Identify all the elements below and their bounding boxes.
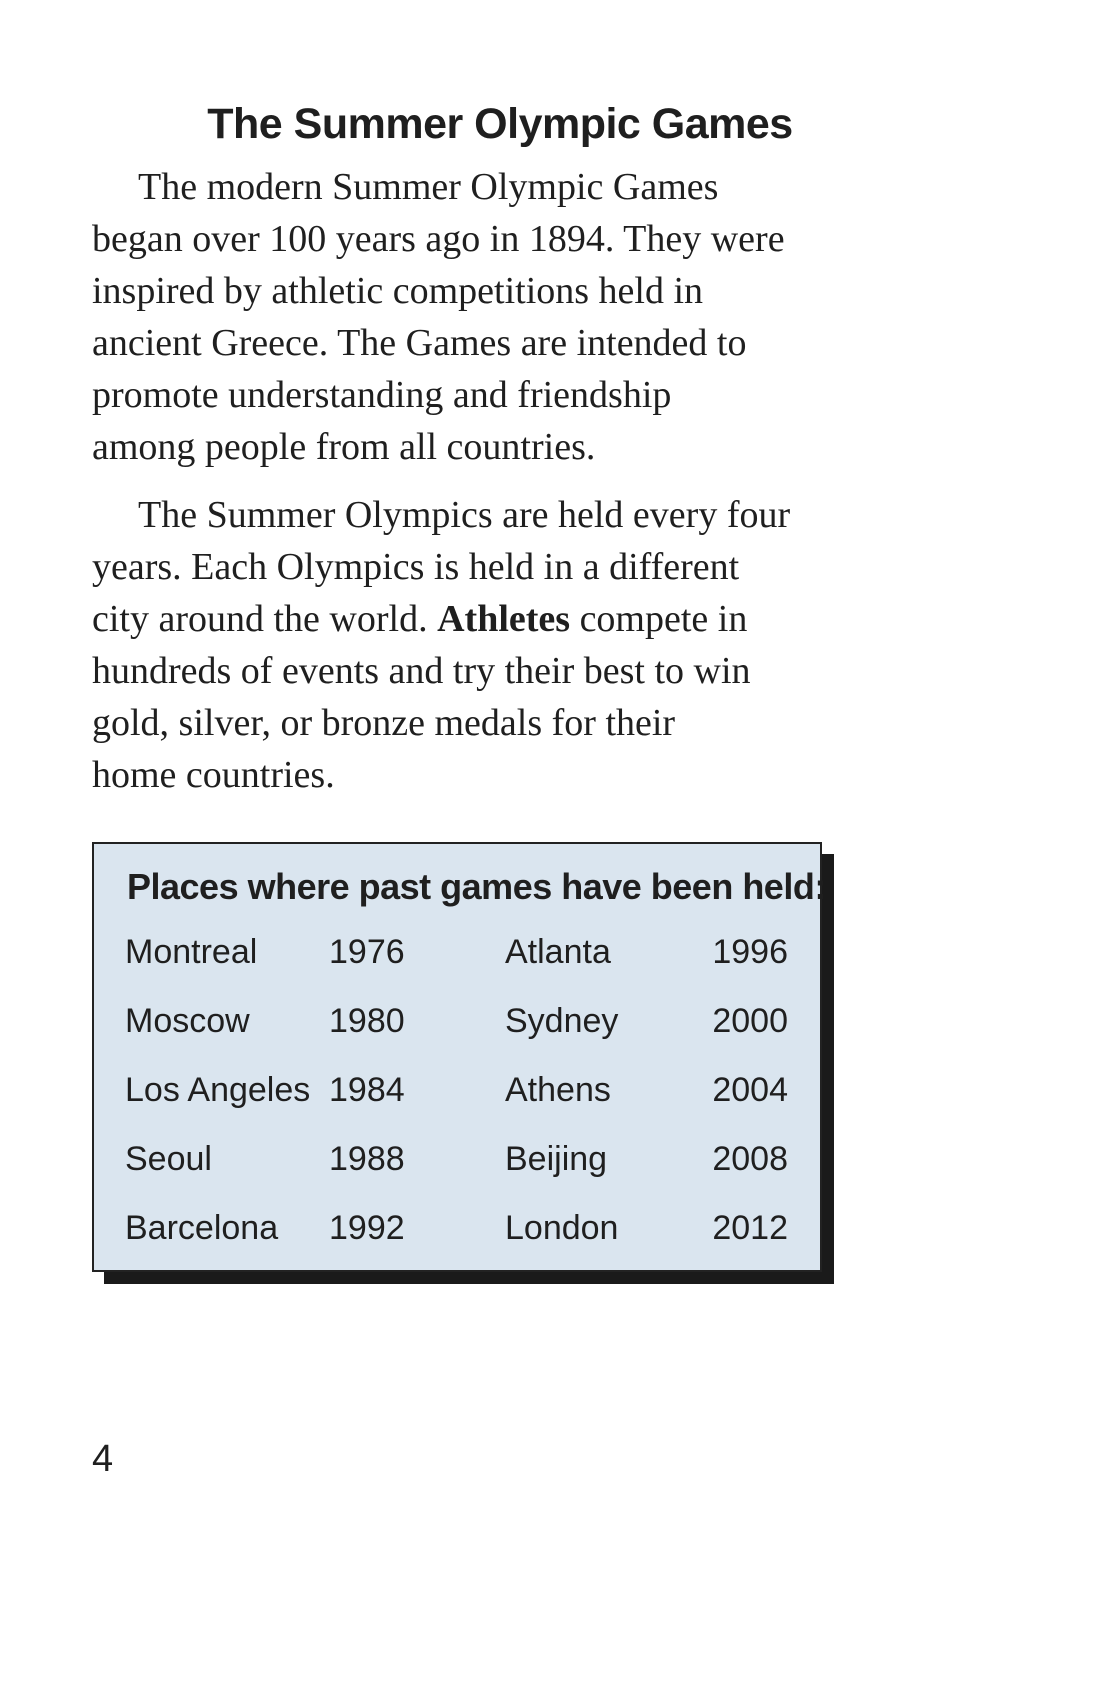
paragraph-2-line: home countries. <box>92 754 335 796</box>
city-cell: Atlanta <box>505 933 611 971</box>
paragraph-1-line: promote understanding and friendship <box>92 374 672 416</box>
table-row: Montreal 1976 Atlanta 1996 <box>94 933 820 983</box>
year-cell: 1976 <box>329 933 405 971</box>
year-cell: 2000 <box>712 1002 788 1040</box>
paragraph-2-line: city around the world. Athletes compete … <box>92 593 892 645</box>
paragraph-1-line: ancient Greece. The Games are intended t… <box>92 322 747 364</box>
glossary-term-athletes: Athletes <box>437 598 571 640</box>
page-number: 4 <box>92 1438 114 1480</box>
year-cell: 1992 <box>329 1209 405 1247</box>
paragraph-1-line: began over 100 years ago in 1894. They w… <box>92 218 785 260</box>
year-cell: 2008 <box>712 1140 788 1178</box>
paragraph-2-line: hundreds of events and try their best to… <box>92 650 751 692</box>
year-cell: 2004 <box>712 1071 788 1109</box>
table-row: Los Angeles 1984 Athens 2004 <box>94 1071 820 1121</box>
city-cell: Athens <box>505 1071 611 1109</box>
year-cell: 1996 <box>712 933 788 971</box>
city-cell: London <box>505 1209 619 1247</box>
city-cell: Seoul <box>125 1140 212 1178</box>
paragraph-1-line: The modern Summer Olympic Games <box>138 166 719 208</box>
paragraph-1-line: among people from all countries. <box>92 426 596 468</box>
table-row: Moscow 1980 Sydney 2000 <box>94 1002 820 1052</box>
year-cell: 1984 <box>329 1071 405 1109</box>
table-row: Seoul 1988 Beijing 2008 <box>94 1140 820 1190</box>
paragraph-2: The Summer Olympics are held every four … <box>92 489 892 801</box>
city-cell: Montreal <box>125 933 258 971</box>
text-run: city around the world. <box>92 598 438 640</box>
table-heading: Places where past games have been held: <box>127 866 826 907</box>
year-cell: 1980 <box>329 1002 405 1040</box>
paragraph-2-line: gold, silver, or bronze medals for their <box>92 702 676 744</box>
page-title: The Summer Olympic Games <box>207 100 793 148</box>
city-cell: Los Angeles <box>125 1071 311 1109</box>
city-cell: Sydney <box>505 1002 619 1040</box>
paragraph-1-line: inspired by athletic competitions held i… <box>92 270 704 312</box>
city-cell: Beijing <box>505 1140 608 1178</box>
table-row: Barcelona 1992 London 2012 <box>94 1209 820 1259</box>
city-cell: Moscow <box>125 1002 250 1040</box>
paragraph-2-line: years. Each Olympics is held in a differ… <box>92 546 740 588</box>
year-cell: 1988 <box>329 1140 405 1178</box>
text-run: compete in <box>570 598 748 640</box>
host-cities-table: Places where past games have been held: … <box>92 842 826 1272</box>
paragraph-2-line: The Summer Olympics are held every four <box>138 494 791 536</box>
year-cell: 2012 <box>712 1209 788 1247</box>
city-cell: Barcelona <box>125 1209 279 1247</box>
paragraph-1: The modern Summer Olympic Games began ov… <box>92 161 892 473</box>
